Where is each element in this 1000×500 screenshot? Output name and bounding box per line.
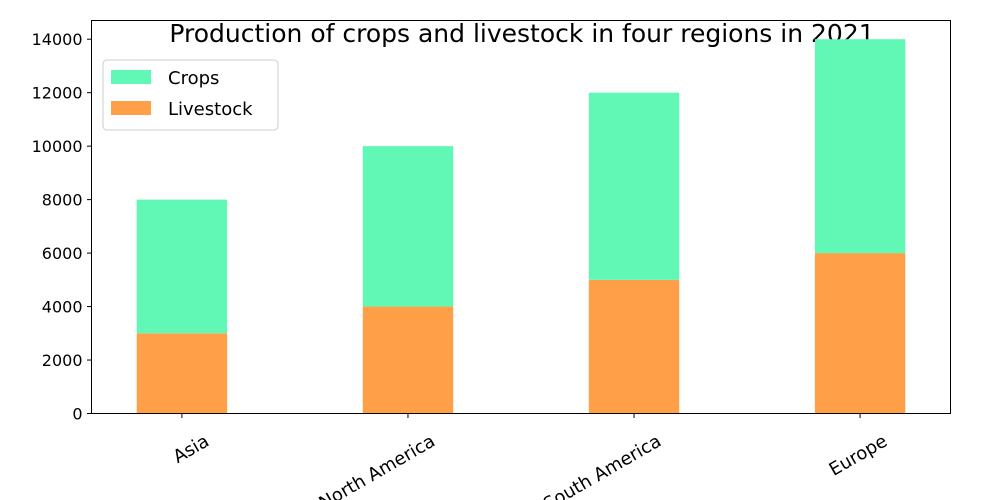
y-tick-label: 14000 <box>32 30 83 49</box>
legend-label-livestock: Livestock <box>168 99 253 120</box>
x-tick-label: Asia <box>170 431 213 468</box>
legend-label-crops: Crops <box>168 68 219 89</box>
bar-livestock-asia <box>136 333 228 414</box>
y-tick-label: 2000 <box>42 351 83 370</box>
bar-livestock-south-america <box>588 279 680 414</box>
y-tick-label: 0 <box>72 405 82 424</box>
y-tick-label: 6000 <box>42 244 83 263</box>
y-tick-label: 8000 <box>42 191 83 210</box>
y-axis: 0 2000 4000 6000 8000 10000 12000 14000 <box>32 30 92 424</box>
y-tick-label: 10000 <box>32 137 83 156</box>
y-tick-label: 12000 <box>32 84 83 103</box>
bar-crops-asia <box>136 199 228 334</box>
x-tick-label: South America <box>540 431 665 500</box>
y-tick-label: 4000 <box>42 298 83 317</box>
bar-crops-south-america <box>588 92 680 280</box>
x-tick-label: North America <box>316 431 439 500</box>
x-tick-label: Europe <box>826 431 891 481</box>
legend: Crops Livestock <box>102 59 279 131</box>
bars-group <box>136 39 906 414</box>
bar-livestock-north-america <box>362 306 454 414</box>
plot-frame <box>91 20 951 414</box>
legend-swatch-livestock <box>111 101 151 115</box>
chart-title: Production of crops and livestock in fou… <box>169 19 874 48</box>
legend-swatch-crops <box>111 70 151 84</box>
bar-crops-north-america <box>362 146 454 307</box>
bar-crops-europe <box>814 39 906 254</box>
x-axis: Asia North America South America Europe <box>170 413 891 500</box>
bar-livestock-europe <box>814 253 906 414</box>
